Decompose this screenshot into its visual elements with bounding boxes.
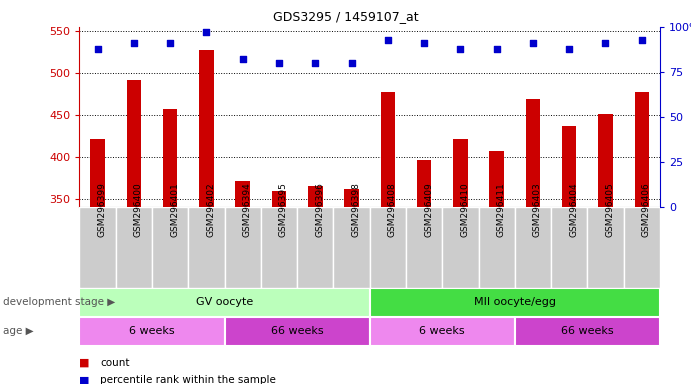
Text: age ▶: age ▶ <box>3 326 34 336</box>
Text: ■: ■ <box>79 375 90 384</box>
Bar <box>199 50 214 384</box>
Bar <box>623 207 660 288</box>
Point <box>600 40 611 46</box>
Point <box>527 40 538 46</box>
Text: 6 weeks: 6 weeks <box>419 326 465 336</box>
Point <box>274 60 285 66</box>
Text: GSM296401: GSM296401 <box>170 182 179 237</box>
Point <box>346 60 357 66</box>
Text: GSM296396: GSM296396 <box>315 182 324 237</box>
Text: GSM296406: GSM296406 <box>642 182 651 237</box>
Bar <box>489 151 504 384</box>
Point <box>201 29 212 35</box>
Bar <box>634 93 649 384</box>
Point <box>237 56 248 63</box>
Bar <box>79 207 116 288</box>
Bar <box>417 159 431 384</box>
Bar <box>91 139 105 384</box>
Text: GSM296399: GSM296399 <box>97 182 106 237</box>
Bar <box>587 207 623 288</box>
Bar <box>381 91 395 384</box>
Bar <box>370 288 660 317</box>
Bar <box>188 207 225 288</box>
Point <box>310 60 321 66</box>
Bar <box>79 317 225 346</box>
Bar <box>236 181 250 384</box>
Bar <box>406 207 442 288</box>
Bar <box>526 99 540 384</box>
Point <box>636 36 647 43</box>
Bar <box>515 317 660 346</box>
Text: 66 weeks: 66 weeks <box>271 326 323 336</box>
Bar <box>442 207 478 288</box>
Text: ■: ■ <box>79 358 90 368</box>
Bar <box>333 207 370 288</box>
Point <box>164 40 176 46</box>
Text: MII oocyte/egg: MII oocyte/egg <box>474 297 556 308</box>
Text: GSM296402: GSM296402 <box>207 182 216 237</box>
Bar <box>453 139 468 384</box>
Point <box>92 45 103 51</box>
Bar <box>225 207 261 288</box>
Bar <box>562 126 576 384</box>
Bar <box>126 80 141 384</box>
Point <box>129 40 140 46</box>
Text: GSM296411: GSM296411 <box>497 182 506 237</box>
Text: GSM296398: GSM296398 <box>352 182 361 237</box>
Bar <box>225 317 370 346</box>
Bar <box>163 109 178 384</box>
Text: GSM296400: GSM296400 <box>134 182 143 237</box>
Text: GSM296403: GSM296403 <box>533 182 542 237</box>
Bar <box>308 185 323 384</box>
Point <box>419 40 430 46</box>
Bar <box>370 207 406 288</box>
Bar <box>344 189 359 384</box>
Text: GSM296409: GSM296409 <box>424 182 433 237</box>
Bar <box>272 191 286 384</box>
Bar <box>551 207 587 288</box>
Text: GSM296404: GSM296404 <box>569 182 578 237</box>
Point <box>382 36 393 43</box>
Text: GV oocyte: GV oocyte <box>196 297 253 308</box>
Bar <box>152 207 188 288</box>
Bar <box>116 207 152 288</box>
Text: 66 weeks: 66 weeks <box>561 326 614 336</box>
Text: GSM296405: GSM296405 <box>605 182 614 237</box>
Bar <box>297 207 333 288</box>
Text: GSM296395: GSM296395 <box>279 182 288 237</box>
Text: GSM296394: GSM296394 <box>243 182 252 237</box>
Point <box>455 45 466 51</box>
Bar <box>370 317 515 346</box>
Bar <box>598 114 613 384</box>
Text: GDS3295 / 1459107_at: GDS3295 / 1459107_at <box>273 10 418 23</box>
Bar <box>79 288 370 317</box>
Bar <box>261 207 297 288</box>
Point <box>491 45 502 51</box>
Text: 6 weeks: 6 weeks <box>129 326 175 336</box>
Bar <box>478 207 515 288</box>
Text: GSM296410: GSM296410 <box>460 182 469 237</box>
Text: GSM296408: GSM296408 <box>388 182 397 237</box>
Text: percentile rank within the sample: percentile rank within the sample <box>100 375 276 384</box>
Point <box>564 45 575 51</box>
Bar <box>515 207 551 288</box>
Text: development stage ▶: development stage ▶ <box>3 297 115 308</box>
Text: count: count <box>100 358 130 368</box>
